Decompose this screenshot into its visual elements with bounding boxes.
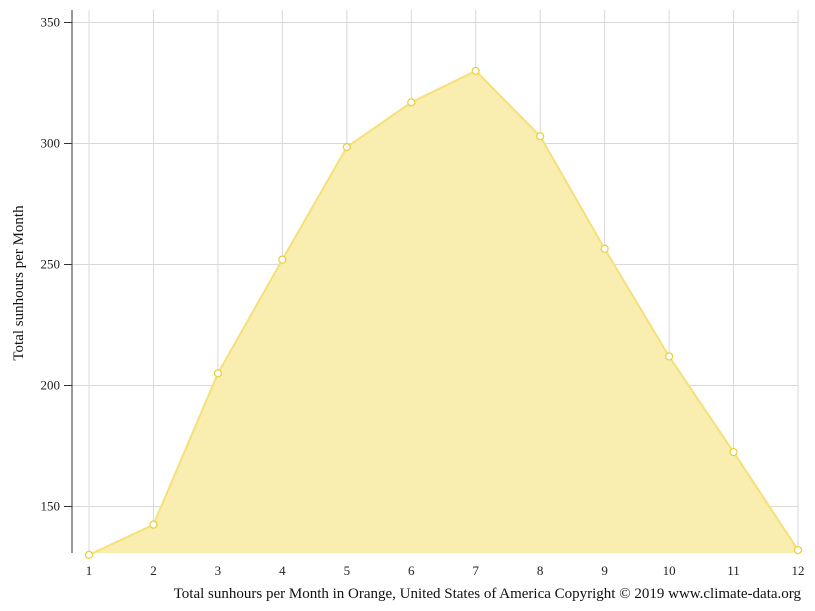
- data-point[interactable]: [536, 132, 545, 141]
- x-tick-label: 6: [408, 563, 415, 578]
- data-point[interactable]: [149, 520, 158, 529]
- y-tick-label: 200: [41, 378, 61, 393]
- x-tick-label: 12: [792, 563, 805, 578]
- x-tick-label: 3: [215, 563, 222, 578]
- axis-layer: [64, 10, 73, 553]
- data-point[interactable]: [664, 352, 674, 361]
- x-tick-label: 4: [279, 563, 286, 578]
- x-tick-label: 5: [344, 563, 351, 578]
- data-point[interactable]: [471, 66, 480, 76]
- data-point[interactable]: [729, 447, 738, 457]
- data-point[interactable]: [600, 244, 609, 253]
- data-point[interactable]: [793, 545, 803, 555]
- y-tick-label: 350: [41, 15, 61, 30]
- y-tick-label: 300: [41, 136, 61, 151]
- x-tick-label: 10: [663, 563, 676, 578]
- y-tick-label: 250: [41, 257, 61, 272]
- series-line: [88, 69, 799, 556]
- y-tick-label: 150: [41, 499, 61, 514]
- data-point[interactable]: [278, 255, 287, 264]
- x-tick-label: 7: [472, 563, 479, 578]
- data-point[interactable]: [407, 98, 416, 107]
- x-tick-label: 1: [86, 563, 93, 578]
- y-axis-title: Total sunhours per Month: [11, 205, 27, 361]
- x-tick-label: 9: [601, 563, 608, 578]
- chart-caption: Total sunhours per Month in Orange, Unit…: [174, 586, 802, 602]
- area-layer: [88, 69, 799, 556]
- data-point[interactable]: [84, 550, 94, 560]
- x-tick-label: 11: [727, 563, 740, 578]
- area-fill: [89, 70, 798, 555]
- data-point[interactable]: [342, 143, 351, 152]
- data-point[interactable]: [213, 369, 223, 378]
- x-tick-label: 2: [150, 563, 157, 578]
- marker-layer: [84, 66, 803, 560]
- x-tick-label: 8: [537, 563, 544, 578]
